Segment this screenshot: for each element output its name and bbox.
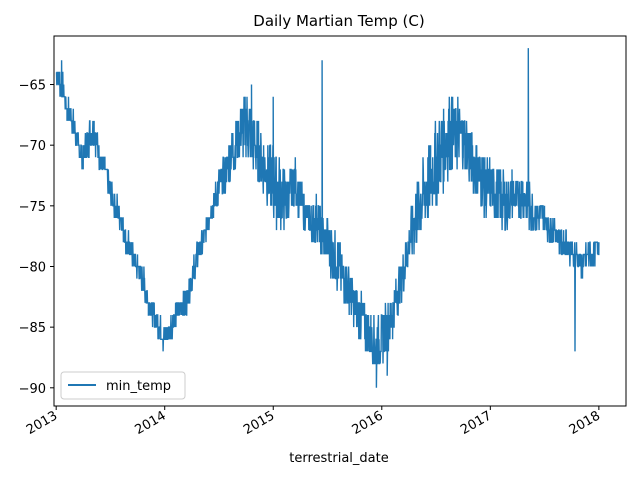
y-axis-ticks: −65 −70 −75 −80 −85 −90 bbox=[19, 79, 54, 397]
x-tick-label: 2017 bbox=[458, 408, 494, 438]
x-tick-label: 2014 bbox=[133, 408, 169, 438]
chart-title: Daily Martian Temp (C) bbox=[253, 12, 424, 30]
x-tick-label: 2013 bbox=[24, 408, 60, 438]
y-tick-label: −80 bbox=[19, 260, 46, 275]
plot-frame bbox=[53, 35, 627, 407]
y-tick-label: −75 bbox=[19, 200, 46, 215]
y-tick-label: −85 bbox=[19, 321, 46, 336]
x-tick-label: 2016 bbox=[350, 408, 386, 438]
x-tick-label: 2015 bbox=[241, 408, 277, 438]
y-tick-label: −90 bbox=[19, 382, 46, 397]
legend-label-min-temp: min_temp bbox=[106, 379, 171, 394]
x-tick-label: 2018 bbox=[567, 408, 603, 438]
y-tick-label: −70 bbox=[19, 139, 46, 154]
y-tick-label: −65 bbox=[19, 79, 46, 94]
series-layer bbox=[55, 48, 600, 388]
x-axis-label: terrestrial_date bbox=[289, 451, 389, 466]
series-line-min-temp bbox=[55, 48, 600, 388]
legend: min_temp bbox=[60, 371, 186, 400]
x-axis-ticks: 2013 2014 2015 2016 2017 2018 bbox=[24, 406, 603, 438]
legend-frame bbox=[60, 371, 186, 400]
